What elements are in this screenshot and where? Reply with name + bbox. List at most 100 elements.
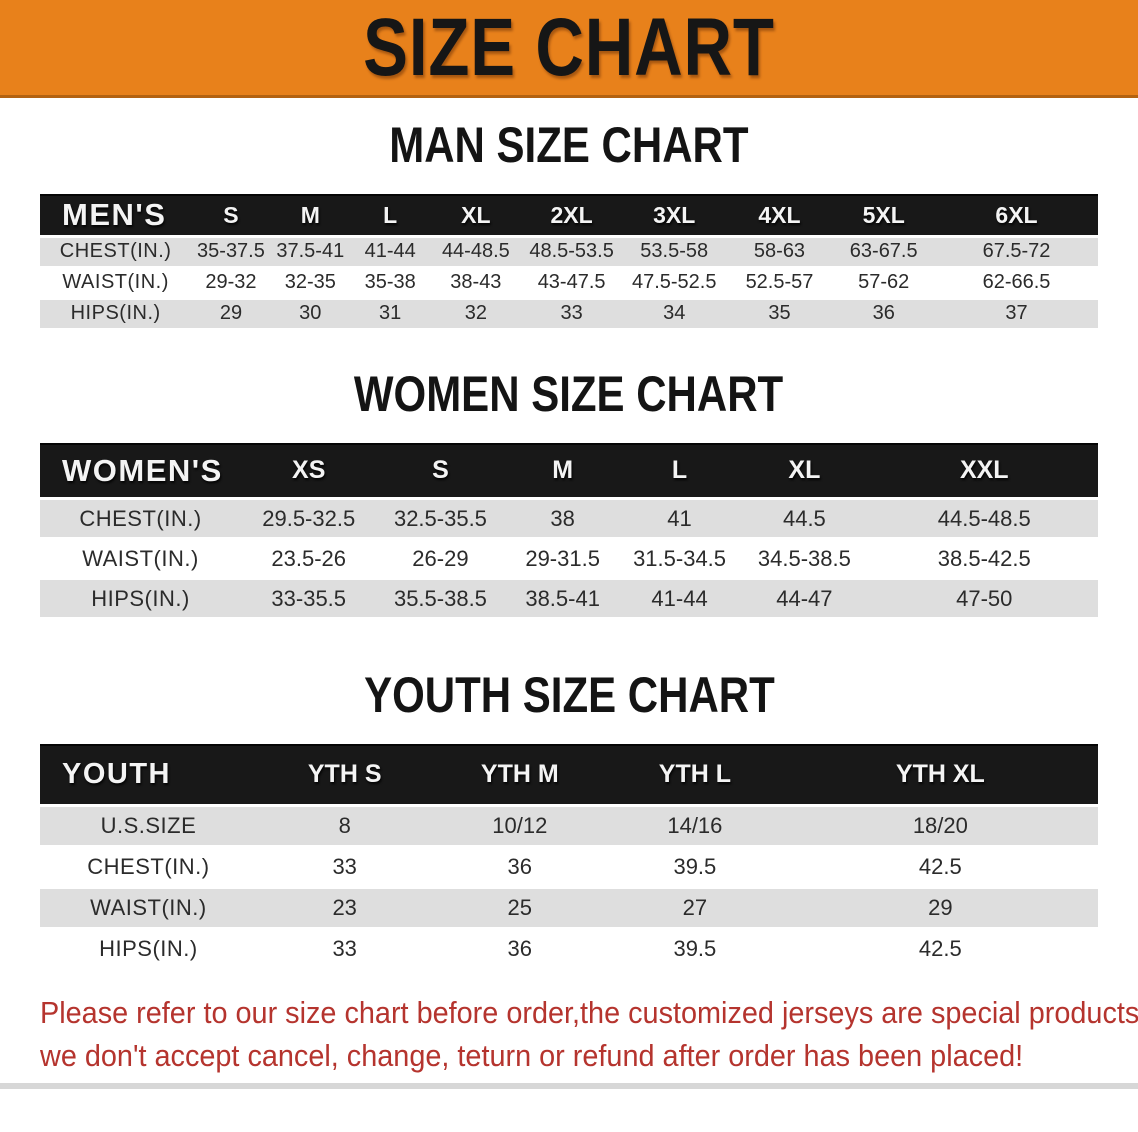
size-column-header: L [620, 442, 739, 500]
size-column-header: YTH M [432, 744, 608, 807]
size-value-cell: 32.5-35.5 [376, 498, 505, 540]
size-value-cell: 58-63 [726, 236, 833, 269]
measurement-row-label: CHEST(IN.) [40, 498, 242, 540]
size-column-header: M [270, 194, 350, 238]
size-value-cell: 32 [430, 298, 522, 331]
measurement-row-label: HIPS(IN.) [40, 578, 242, 620]
men-section: MAN SIZE CHART MEN'S S M L XL 2XL 3XL 4XL 5XL 6XL… [0, 120, 1138, 331]
size-column-header: L [349, 194, 431, 238]
size-value-cell: 67.5-72 [935, 236, 1098, 269]
size-value-cell: 35 [726, 298, 833, 331]
women-section-heading-text: WOMEN SIZE CHART [354, 365, 784, 422]
size-value-cell: 33 [521, 298, 622, 331]
size-header-row: WOMEN'S XS S M L XL XXL [40, 442, 1098, 500]
men-section-heading-text: MAN SIZE CHART [389, 117, 749, 173]
size-value-cell: 44-47 [738, 578, 871, 620]
size-column-header: XL [430, 194, 522, 238]
size-value-cell: 14/16 [607, 805, 783, 848]
size-value-cell: 44-48.5 [430, 236, 522, 269]
size-column-header: XXL [870, 442, 1098, 500]
order-disclaimer-line2: we don't accept cancel, change, teturn o… [40, 1037, 1024, 1073]
size-value-cell: 27 [607, 887, 783, 930]
banner: SIZE CHART [0, 0, 1138, 98]
youth-section-heading-text: YOUTH SIZE CHART [363, 667, 775, 723]
size-value-cell: 23 [256, 887, 433, 930]
table-title-cell: YOUTH [40, 744, 257, 807]
size-column-header: YTH S [256, 744, 433, 807]
size-value-cell: 41-44 [349, 236, 431, 269]
measurement-row-label: HIPS(IN.) [40, 928, 257, 971]
size-value-cell: 38 [504, 498, 621, 540]
size-value-cell: 36 [832, 298, 936, 331]
size-value-cell: 31.5-34.5 [620, 538, 739, 580]
size-value-cell: 39.5 [607, 846, 783, 889]
size-value-cell: 33-35.5 [241, 578, 377, 620]
size-value-cell: 52.5-57 [726, 267, 833, 300]
size-value-cell: 37.5-41 [270, 236, 350, 269]
size-column-header: S [191, 194, 271, 238]
size-value-cell: 42.5 [782, 846, 1098, 889]
youth-section: YOUTH SIZE CHART YOUTH YTH S YTH M YTH L YTH… [0, 670, 1138, 971]
measurement-row: WAIST(IN.) 29-32 32-35 35-38 38-43 43-47.5 47.… [40, 267, 1098, 300]
size-column-header: XL [738, 442, 871, 500]
size-column-header: 2XL [521, 194, 622, 238]
size-header-row: MEN'S S M L XL 2XL 3XL 4XL 5XL 6XL [40, 194, 1098, 238]
size-value-cell: 29 [191, 298, 271, 331]
size-column-header: 3XL [621, 194, 727, 238]
size-column-header: 4XL [726, 194, 833, 238]
size-column-header: YTH XL [782, 744, 1098, 807]
measurement-row: U.S.SIZE 8 10/12 14/16 18/20 [40, 805, 1098, 848]
size-column-header: M [504, 442, 621, 500]
men-section-heading: MAN SIZE CHART [0, 120, 1138, 170]
measurement-row-label: WAIST(IN.) [40, 887, 257, 930]
size-value-cell: 34.5-38.5 [738, 538, 871, 580]
size-value-cell: 47.5-52.5 [621, 267, 727, 300]
measurement-row-label: WAIST(IN.) [40, 538, 242, 580]
banner-title: SIZE CHART [363, 1, 775, 93]
women-section-heading: WOMEN SIZE CHART [0, 369, 1138, 419]
size-value-cell: 26-29 [376, 538, 505, 580]
men-size-table: MEN'S S M L XL 2XL 3XL 4XL 5XL 6XL CHEST(IN.) 35-37… [40, 194, 1098, 331]
measurement-row-label: WAIST(IN.) [40, 267, 192, 300]
women-size-table: WOMEN'S XS S M L XL XXL CHEST(IN.) 29.5-32.5 32.5… [40, 442, 1098, 620]
size-value-cell: 35-37.5 [191, 236, 271, 269]
youth-size-table: YOUTH YTH S YTH M YTH L YTH XL U.S.SIZE 8 10/12… [40, 744, 1098, 971]
size-column-header: XS [241, 442, 377, 500]
size-column-header: 6XL [935, 194, 1098, 238]
size-value-cell: 39.5 [607, 928, 783, 971]
size-value-cell: 35.5-38.5 [376, 578, 505, 620]
measurement-row: CHEST(IN.) 33 36 39.5 42.5 [40, 846, 1098, 889]
women-section: WOMEN SIZE CHART WOMEN'S XS S M L XL XXL CHEST(… [0, 369, 1138, 620]
size-value-cell: 43-47.5 [521, 267, 622, 300]
size-value-cell: 35-38 [349, 267, 431, 300]
table-title-cell: WOMEN'S [40, 442, 242, 500]
size-value-cell: 29-31.5 [504, 538, 621, 580]
size-value-cell: 18/20 [782, 805, 1098, 848]
size-value-cell: 29.5-32.5 [241, 498, 377, 540]
size-value-cell: 36 [432, 928, 608, 971]
size-value-cell: 38.5-41 [504, 578, 621, 620]
size-value-cell: 34 [621, 298, 727, 331]
order-disclaimer-line1: Please refer to our size chart before or… [40, 994, 1138, 1030]
size-value-cell: 30 [270, 298, 350, 331]
size-value-cell: 25 [432, 887, 608, 930]
size-value-cell: 38-43 [430, 267, 522, 300]
measurement-row-label: HIPS(IN.) [40, 298, 192, 331]
size-value-cell: 41 [620, 498, 739, 540]
size-column-header: S [376, 442, 505, 500]
size-value-cell: 38.5-42.5 [870, 538, 1098, 580]
size-value-cell: 33 [256, 846, 433, 889]
size-value-cell: 29 [782, 887, 1098, 930]
size-value-cell: 10/12 [432, 805, 608, 848]
size-value-cell: 36 [432, 846, 608, 889]
measurement-row-label: CHEST(IN.) [40, 236, 192, 269]
bottom-divider-bar [0, 1082, 1138, 1089]
measurement-row: CHEST(IN.) 35-37.5 37.5-41 41-44 44-48.5 48.5… [40, 236, 1098, 269]
measurement-row-label: CHEST(IN.) [40, 846, 257, 889]
size-value-cell: 8 [256, 805, 433, 848]
size-value-cell: 53.5-58 [621, 236, 727, 269]
size-chart-sheet: SIZE CHART MAN SIZE CHART MEN'S S M L XL 2XL 3… [0, 0, 1138, 1089]
size-value-cell: 31 [349, 298, 431, 331]
size-value-cell: 23.5-26 [241, 538, 377, 580]
size-column-header: 5XL [832, 194, 936, 238]
